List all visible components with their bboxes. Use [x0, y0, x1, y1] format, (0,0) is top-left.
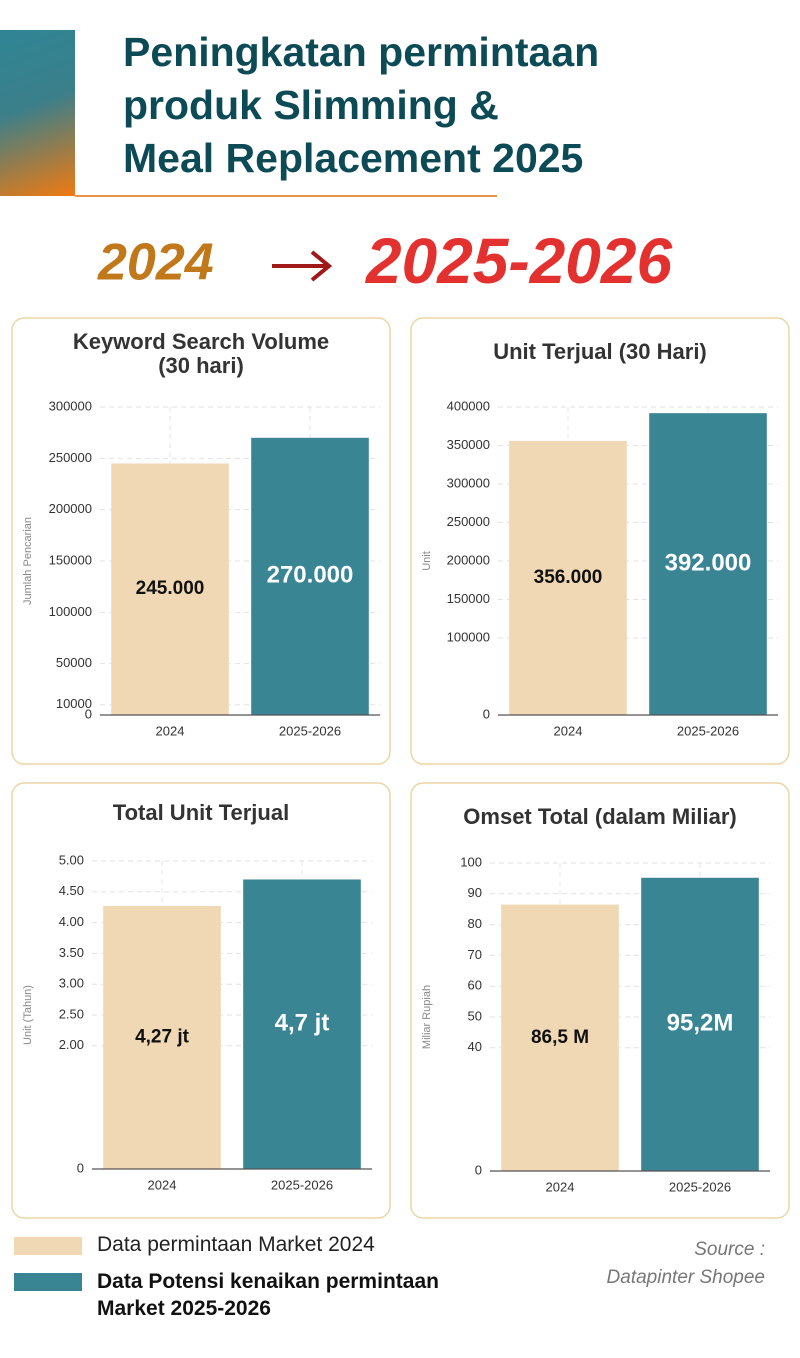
- bar: [501, 904, 619, 1171]
- y-tick-label: 0: [85, 706, 92, 721]
- y-axis-label: Unit: [421, 551, 433, 571]
- y-tick-label: 150000: [49, 552, 92, 567]
- chart-title: Omset Total (dalam Miliar): [463, 804, 737, 829]
- y-tick-label: 3.50: [59, 945, 84, 960]
- y-tick-label: 350000: [447, 437, 490, 452]
- x-tick-label: 2024: [148, 1177, 177, 1192]
- legend-entry: Data permintaan Market 2024: [97, 1233, 375, 1256]
- y-tick-label: 50: [468, 1008, 482, 1023]
- y-axis-label: Jumlah Pencarian: [22, 517, 34, 605]
- bar: [251, 437, 369, 715]
- y-tick-label: 90: [468, 885, 482, 900]
- y-tick-label: 4.50: [59, 883, 84, 898]
- source-label: Source :: [694, 1239, 765, 1260]
- value-label: 392.000: [665, 549, 752, 576]
- bar: [649, 413, 767, 715]
- header-rule: [75, 195, 497, 197]
- x-tick-label: 2024: [554, 723, 583, 738]
- title-line: produk Slimming &: [123, 82, 499, 128]
- bar: [509, 440, 627, 715]
- y-axis-label: Unit (Tahun): [22, 985, 34, 1045]
- value-label: 4,7 jt: [275, 1010, 330, 1037]
- title-line: Meal Replacement 2025: [123, 135, 584, 181]
- comparison-from: 2024: [97, 234, 214, 292]
- y-tick-label: 0: [483, 706, 490, 721]
- y-tick-label: 0: [475, 1162, 482, 1177]
- chart-title: Keyword Search Volume (30 hari): [72, 329, 330, 378]
- y-tick-label: 3.00: [59, 976, 84, 991]
- y-tick-label: 400000: [447, 398, 490, 413]
- x-tick-label: 2024: [546, 1179, 575, 1194]
- x-tick-label: 2024: [156, 723, 185, 738]
- x-tick-label: 2025-2026: [279, 723, 341, 738]
- bar: [111, 463, 229, 715]
- legend-swatch: [14, 1273, 82, 1291]
- y-tick-label: 5.00: [59, 852, 84, 867]
- y-axis-label: Miliar Rupiah: [421, 985, 433, 1049]
- y-tick-label: 60: [468, 978, 482, 993]
- y-tick-label: 10000: [56, 696, 92, 711]
- value-label: 356.000: [534, 567, 603, 588]
- source-name: Datapinter Shopee: [607, 1267, 765, 1288]
- y-tick-label: 250000: [49, 450, 92, 465]
- title-line: Peningkatan permintaan: [123, 29, 600, 75]
- y-tick-label: 2.50: [59, 1006, 84, 1021]
- y-tick-label: 4.00: [59, 914, 84, 929]
- y-tick-label: 50000: [56, 655, 92, 670]
- y-tick-label: 100: [460, 854, 482, 869]
- value-label: 270.000: [267, 562, 354, 589]
- y-tick-label: 0: [77, 1160, 84, 1175]
- y-tick-label: 40: [468, 1039, 482, 1054]
- y-tick-label: 200000: [49, 501, 92, 516]
- bar: [243, 879, 361, 1169]
- bar: [103, 905, 221, 1169]
- arrow: [272, 250, 333, 282]
- y-tick-label: 250000: [447, 514, 490, 529]
- y-tick-label: 80: [468, 916, 482, 931]
- y-tick-label: 2.00: [59, 1037, 84, 1052]
- chart-title: Unit Terjual (30 Hari): [493, 339, 707, 364]
- legend-swatch: [14, 1237, 82, 1255]
- x-tick-label: 2025-2026: [677, 723, 739, 738]
- header-bar: [0, 30, 75, 196]
- y-tick-label: 150000: [447, 591, 490, 606]
- value-label: 4,27 jt: [135, 1026, 190, 1047]
- value-label: 95,2M: [667, 1010, 734, 1037]
- value-label: 245.000: [136, 578, 205, 599]
- x-tick-label: 2025-2026: [669, 1179, 731, 1194]
- y-tick-label: 300000: [49, 398, 92, 413]
- legend-entry: Data Potensi kenaikan permintaan Market …: [97, 1270, 439, 1320]
- y-tick-label: 200000: [447, 552, 490, 567]
- header-title: Peningkatan permintaan produk Slimming &…: [123, 26, 599, 185]
- comparison-to: 2025-2026: [365, 225, 672, 297]
- chart-title: Total Unit Terjual: [112, 800, 290, 825]
- bar: [641, 877, 759, 1171]
- y-tick-label: 300000: [447, 475, 490, 490]
- value-label: 86,5 M: [531, 1027, 589, 1048]
- x-tick-label: 2025-2026: [271, 1177, 333, 1192]
- y-tick-label: 100000: [447, 629, 490, 644]
- y-tick-label: 100000: [49, 604, 92, 619]
- y-tick-label: 70: [468, 947, 482, 962]
